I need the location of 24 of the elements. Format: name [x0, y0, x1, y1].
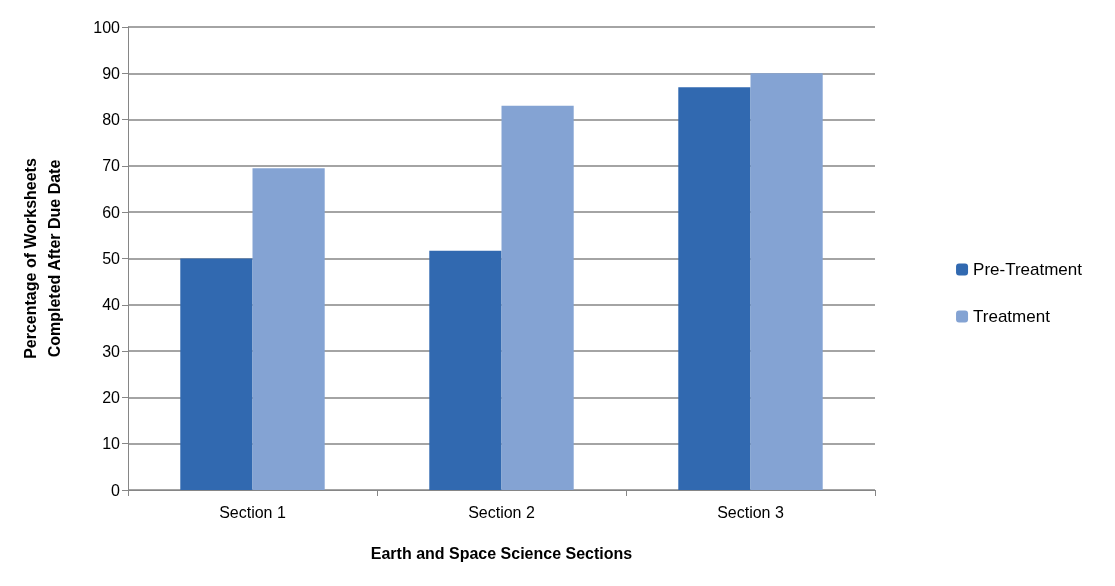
y-tick-label: 30: [102, 342, 121, 360]
bar: [180, 258, 253, 490]
y-tick-label: 10: [102, 435, 121, 453]
legend-label: Pre-Treatment: [973, 260, 1083, 279]
y-tick-label: 90: [102, 64, 121, 82]
y-tick-label: 20: [102, 388, 121, 406]
bar: [252, 168, 325, 490]
bar: [429, 250, 502, 490]
y-tick-label: 100: [93, 18, 121, 36]
y-tick-label: 60: [102, 203, 121, 221]
y-tick-label: 50: [102, 250, 121, 267]
y-tick-label: 40: [102, 296, 121, 314]
bar: [750, 73, 823, 490]
y-tick-label: 70: [102, 157, 121, 175]
x-tick-label: Section 3: [717, 503, 784, 521]
y-tick-label: 0: [111, 481, 121, 499]
x-axis-title: Earth and Space Science Sections: [370, 544, 633, 562]
bar: [678, 87, 751, 490]
legend-label: Treatment: [973, 307, 1051, 326]
x-tick-label: Section 1: [219, 503, 286, 521]
x-tick-label: Section 2: [468, 503, 535, 521]
y-tick-label: 80: [102, 111, 121, 129]
y-axis-title: Percentage of Worksheets Completed After Due Date: [21, 158, 63, 359]
bar: [501, 105, 574, 490]
